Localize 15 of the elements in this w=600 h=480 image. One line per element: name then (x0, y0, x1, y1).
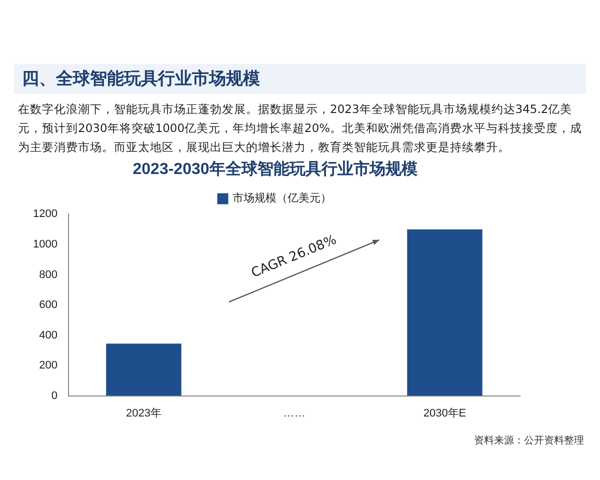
y-tick-label: 1000 (32, 238, 58, 250)
x-tick-label: …… (283, 407, 306, 420)
text: 在数字化浪潮下，智能玩具市场正蓬勃发展。据数据显示，2023年全球智能玩具市场规模约达345.2亿美元，预计到2030年将突破1000亿美元，年均增长率超20%。北美和欧洲凭借高消费水平与科技接受度，成为主要消费市场。而亚太地区，展现出巨大的增长潜力，教育类智能玩具需求更是持续攀升。 (18, 101, 584, 156)
text: 资料来源：公开资料整理 (474, 434, 584, 447)
y-tick-label: 800 (39, 268, 58, 281)
y-tick-label: 200 (39, 360, 58, 372)
y-tick-label: 0 (51, 390, 58, 402)
text: 四、全球智能玩具行业市场规模 (14, 64, 586, 94)
x-tick-label: 2030年E (423, 407, 466, 420)
chart-title: 2023-2030年全球智能玩具行业市场规模 (132, 160, 418, 178)
x-tick-label: 2023年 (126, 407, 162, 420)
y-tick-label: 600 (39, 299, 58, 312)
y-tick-label: 1200 (32, 208, 58, 220)
y-tick-label: 400 (39, 329, 58, 342)
legend-label: 市场规模（亿美元） (232, 192, 332, 205)
